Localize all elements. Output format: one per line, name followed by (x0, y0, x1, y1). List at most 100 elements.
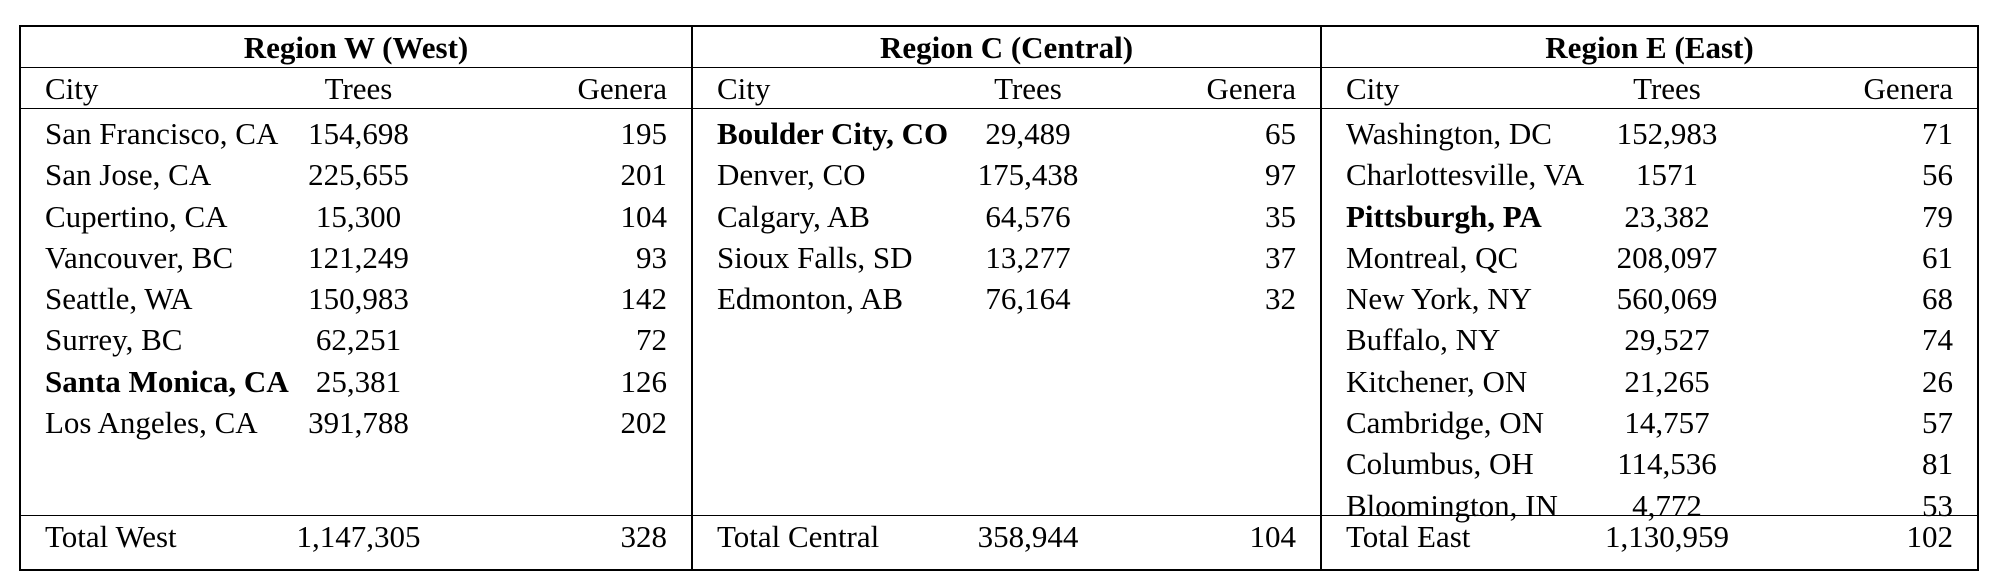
region-west-section: Region W (West) City Trees Genera San Fr… (21, 27, 691, 569)
genera-cell: 26 (1922, 363, 1953, 399)
genera-cell: 65 (1265, 116, 1296, 151)
trees-cell: 121,249 (308, 239, 409, 275)
city-cell: Washington, DC (1346, 116, 1552, 151)
table-row: Cambridge, ON 14,757 57 (1322, 402, 1977, 443)
genera-cell: 61 (1922, 239, 1953, 275)
city-cell: Seattle, WA (45, 281, 193, 317)
tree-statistics-table: Region W (West) City Trees Genera San Fr… (19, 25, 1979, 571)
table-row: Buffalo, NY 29,527 74 (1322, 319, 1977, 360)
total-trees: 1,147,305 (296, 519, 421, 554)
total-trees: 358,944 (977, 519, 1079, 554)
trees-cell: 21,265 (1624, 363, 1710, 399)
table-row: Seattle, WA 150,983 142 (21, 278, 691, 319)
region-west-rows: San Francisco, CA 154,698 195 San Jose, CA 2… (21, 109, 691, 516)
genera-cell: 81 (1922, 446, 1953, 482)
table-row: New York, NY 560,069 68 (1322, 278, 1977, 319)
total-label: Total Central (717, 519, 880, 554)
table-row: Sioux Falls, SD 13,277 37 (693, 237, 1320, 278)
city-cell: Denver, CO (717, 157, 866, 193)
city-cell: Surrey, BC (45, 322, 183, 358)
region-east-section: Region E (East) City Trees Genera Washin… (1320, 27, 1977, 569)
city-cell: Santa Monica, CA (45, 363, 289, 399)
city-cell: Sioux Falls, SD (717, 239, 913, 275)
city-column-header: City (717, 71, 771, 106)
region-east-total-row: Total East 1,130,959 102 (1322, 516, 1977, 557)
table-row: Montreal, QC 208,097 61 (1322, 237, 1977, 278)
city-cell: Vancouver, BC (45, 239, 234, 275)
table-row: Charlottesville, VA 1571 56 (1322, 154, 1977, 195)
city-cell: Boulder City, CO (717, 116, 949, 151)
genera-cell: 57 (1922, 405, 1953, 441)
genera-column-header: Genera (577, 71, 668, 106)
table-row: Edmonton, AB 76,164 32 (693, 278, 1320, 319)
table-row: Columbus, OH 114,536 81 (1322, 443, 1977, 484)
genera-cell: 126 (620, 363, 668, 399)
trees-cell: 13,277 (985, 239, 1071, 275)
genera-cell: 53 (1922, 487, 1953, 523)
region-central-column-headers: City Trees Genera (693, 68, 1320, 109)
trees-cell: 152,983 (1616, 116, 1718, 151)
city-column-header: City (45, 71, 99, 106)
total-label: Total West (45, 519, 177, 554)
trees-cell: 29,527 (1624, 322, 1710, 358)
table-row: Denver, CO 175,438 97 (693, 154, 1320, 195)
trees-cell: 62,251 (315, 322, 402, 358)
region-east-column-headers: City Trees Genera (1322, 68, 1977, 109)
genera-cell: 142 (620, 281, 668, 317)
city-cell: Montreal, QC (1346, 239, 1519, 275)
genera-column-header: Genera (1206, 71, 1297, 106)
table-row: Washington, DC 152,983 71 (1322, 113, 1977, 154)
table-row: Vancouver, BC 121,249 93 (21, 237, 691, 278)
city-cell: Los Angeles, CA (45, 405, 258, 441)
region-west-column-headers: City Trees Genera (21, 68, 691, 109)
total-genera: 104 (1249, 519, 1297, 554)
genera-cell: 56 (1922, 157, 1953, 193)
table-row: Calgary, AB 64,576 35 (693, 196, 1320, 237)
table-row: San Francisco, CA 154,698 195 (21, 113, 691, 154)
region-west-title: Region W (West) (21, 27, 691, 68)
region-central-section: Region C (Central) City Trees Genera Bou… (691, 27, 1320, 569)
trees-cell: 64,576 (985, 198, 1071, 234)
trees-cell: 4,772 (1632, 487, 1702, 523)
trees-cell: 391,788 (308, 405, 409, 441)
city-cell: San Francisco, CA (45, 116, 279, 151)
trees-column-header: Trees (994, 71, 1062, 106)
table-row: Santa Monica, CA 25,381 126 (21, 361, 691, 402)
trees-cell: 14,757 (1624, 405, 1710, 441)
genera-cell: 79 (1922, 198, 1953, 234)
genera-cell: 71 (1922, 116, 1953, 151)
region-central-rows: Boulder City, CO 29,489 65 Denver, CO 175,43… (693, 109, 1320, 516)
city-cell: Charlottesville, VA (1346, 157, 1585, 193)
region-east-title: Region E (East) (1322, 27, 1977, 68)
genera-cell: 93 (636, 239, 667, 275)
city-cell: San Jose, CA (45, 157, 212, 193)
city-cell: Pittsburgh, PA (1346, 198, 1542, 234)
total-genera: 102 (1906, 519, 1954, 554)
genera-cell: 37 (1265, 239, 1296, 275)
trees-cell: 76,164 (985, 281, 1071, 317)
trees-cell: 560,069 (1616, 281, 1718, 317)
city-cell: New York, NY (1346, 281, 1533, 317)
genera-cell: 97 (1265, 157, 1296, 193)
trees-cell: 15,300 (315, 198, 402, 234)
trees-cell: 208,097 (1616, 239, 1718, 275)
table-row: Los Angeles, CA 391,788 202 (21, 402, 691, 443)
table-row: Pittsburgh, PA 23,382 79 (1322, 196, 1977, 237)
genera-cell: 202 (620, 405, 668, 441)
region-west-total-row: Total West 1,147,305 328 (21, 516, 691, 557)
genera-column-header: Genera (1863, 71, 1954, 106)
region-central-title: Region C (Central) (693, 27, 1320, 68)
table-row: Bloomington, IN 4,772 53 (1322, 485, 1977, 526)
total-genera: 328 (620, 519, 668, 554)
trees-cell: 154,698 (308, 116, 409, 151)
trees-cell: 29,489 (985, 116, 1071, 151)
genera-cell: 195 (620, 116, 668, 151)
total-label: Total East (1346, 519, 1471, 554)
table-row: Surrey, BC 62,251 72 (21, 319, 691, 360)
city-cell: Cambridge, ON (1346, 405, 1545, 441)
city-cell: Cupertino, CA (45, 198, 228, 234)
trees-cell: 25,381 (315, 363, 402, 399)
city-cell: Bloomington, IN (1346, 487, 1558, 523)
total-trees: 1,130,959 (1605, 519, 1729, 554)
table-row: San Jose, CA 225,655 201 (21, 154, 691, 195)
